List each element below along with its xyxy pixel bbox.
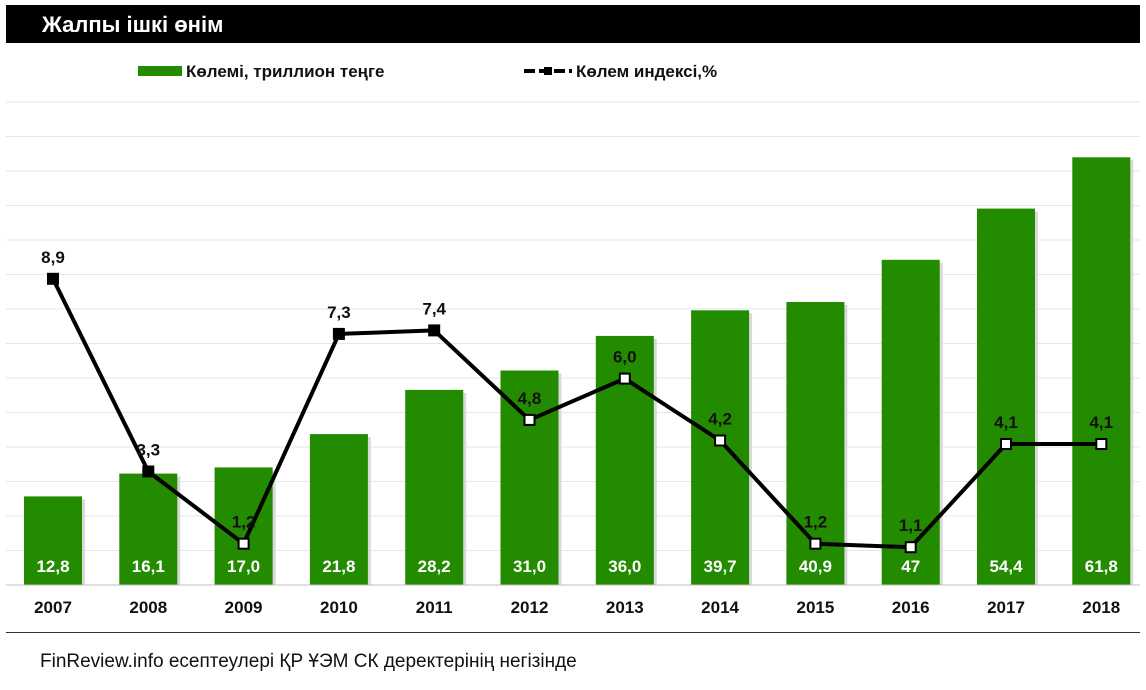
bar-2018: [1072, 157, 1131, 586]
legend-line-label: Көлем индексі,%: [576, 62, 717, 81]
bar-value-label-2015: 40,9: [799, 557, 832, 576]
index-marker-2009: [237, 537, 250, 550]
x-tick-2014: 2014: [701, 598, 739, 617]
index-value-label-2011: 7,4: [422, 299, 446, 318]
index-value-label-2009: 1,2: [232, 513, 256, 532]
index-marker-2010: [332, 327, 345, 340]
bar-value-label-2007: 12,8: [36, 557, 69, 576]
legend-bar-label: Көлемі, триллион теңге: [186, 62, 384, 81]
bar-2017: [977, 208, 1035, 585]
bar-2009: [214, 467, 273, 585]
index-value-label-2013: 6,0: [613, 348, 637, 367]
bar-2011: [405, 389, 464, 585]
bar-value-label-2010: 21,8: [322, 557, 355, 576]
x-tick-2008: 2008: [129, 598, 167, 617]
x-tick-2016: 2016: [892, 598, 930, 617]
bar-2014: [691, 310, 750, 585]
bar-2010: [309, 434, 368, 585]
bar-series: [24, 157, 1134, 586]
bar-2016: [881, 259, 940, 585]
x-tick-2012: 2012: [511, 598, 549, 617]
index-marker-2017: [1000, 438, 1012, 450]
index-value-label-2015: 1,2: [804, 513, 828, 532]
title-bar: Жалпы ішкі өнім: [6, 5, 1140, 43]
index-line: [51, 277, 1102, 550]
x-tick-2018: 2018: [1082, 598, 1120, 617]
index-marker-2013: [618, 372, 631, 385]
gridlines: [6, 101, 1140, 551]
footer-divider: [6, 632, 1140, 633]
legend: Көлемі, триллион теңге Көлем индексі,%: [138, 62, 717, 81]
index-value-label-2014: 4,2: [708, 410, 732, 429]
x-tick-2011: 2011: [416, 598, 453, 617]
index-line-series: [47, 272, 1108, 554]
x-tick-2010: 2010: [320, 598, 358, 617]
bar-value-label-2009: 17,0: [227, 557, 260, 576]
index-value-label-2017: 4,1: [994, 413, 1018, 432]
index-marker-2008: [142, 465, 155, 478]
index-value-label-2010: 7,3: [327, 303, 351, 322]
index-value-label-2016: 1,1: [899, 516, 923, 535]
x-tick-2015: 2015: [796, 598, 834, 617]
bar-value-label-2013: 36,0: [608, 557, 641, 576]
bar-2008: [119, 473, 178, 585]
x-tick-2017: 2017: [987, 598, 1025, 617]
legend-line-marker: [544, 67, 552, 75]
bar-2007: [24, 496, 82, 585]
x-tick-2009: 2009: [225, 598, 263, 617]
index-marker-2018: [1095, 438, 1108, 450]
bar-value-label-2018: 61,8: [1085, 557, 1118, 576]
index-marker-2011: [428, 324, 441, 337]
bar-value-label-2017: 54,4: [989, 557, 1023, 576]
index-marker-2014: [714, 434, 727, 447]
bar-value-label-2011: 28,2: [418, 557, 451, 576]
index-marker-2012: [523, 413, 536, 426]
bar-value-label-2014: 39,7: [704, 557, 737, 576]
x-tick-2013: 2013: [606, 598, 644, 617]
bar-value-label-2016: 47: [901, 557, 920, 576]
bar-value-label-2012: 31,0: [513, 557, 546, 576]
index-marker-2015: [809, 537, 822, 550]
index-marker-2016: [904, 541, 917, 554]
index-value-label-2018: 4,1: [1089, 413, 1113, 432]
chart-title: Жалпы ішкі өнім: [42, 12, 224, 37]
index-value-label-2008: 3,3: [136, 441, 160, 460]
x-tick-2007: 2007: [34, 598, 72, 617]
data-labels: 12,8 16,1 17,0 21,8 28,2 31,0 36,0 39,7 40,9 47 54…: [36, 248, 1117, 576]
index-value-label-2012: 4,8: [518, 389, 542, 408]
bar-2012: [500, 370, 559, 585]
index-marker-2007: [47, 272, 59, 285]
source-note: FinReview.info есептеулері ҚР ҰЭМ СК дер…: [40, 651, 577, 672]
x-axis-ticks: 2007 2008 2009 2010 2011 2012 2013 2014 2015 2016…: [34, 598, 1120, 617]
bar-value-label-2008: 16,1: [132, 557, 165, 576]
legend-bar-swatch: [138, 66, 182, 76]
index-value-label-2007: 8,9: [41, 248, 65, 267]
